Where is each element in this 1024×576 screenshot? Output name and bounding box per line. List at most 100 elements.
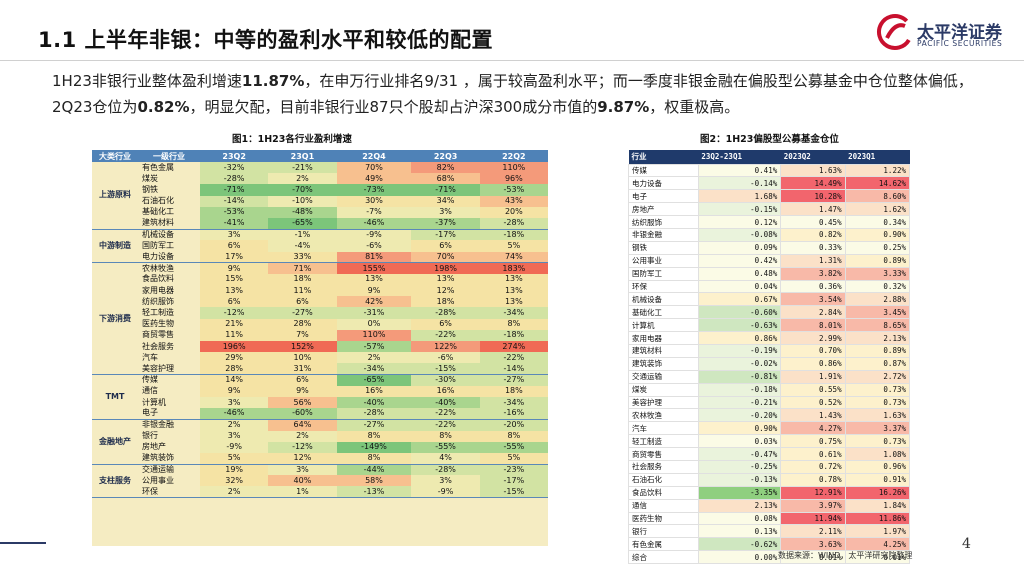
intro-highlight: 11.87% — [241, 72, 305, 90]
growth-cell: -4% — [268, 240, 337, 252]
position-cell: -0.15% — [697, 202, 782, 217]
growth-cell: 4% — [411, 452, 480, 465]
growth-cell: -28% — [479, 217, 548, 230]
position-cell: 0.01% — [844, 550, 911, 565]
growth-cell: 152% — [268, 341, 337, 353]
industry-name: 农林牧渔 — [142, 263, 174, 273]
table-row: TMT 传媒 14% 6% -65% -30% -27% — [92, 374, 548, 420]
position-cell: 0.67% — [697, 292, 782, 307]
growth-cell: 5% — [479, 240, 548, 252]
table-row: 商贸零售 -0.47% 0.61% 1.08% — [628, 447, 911, 461]
industry-name: 通信 — [142, 386, 158, 396]
position-cell: 11.86% — [844, 511, 911, 526]
table-row: 建筑装饰 -0.02% 0.86% 0.87% — [628, 356, 911, 371]
growth-cell: 3% — [200, 396, 269, 409]
industry-name: 纺织服饰 — [628, 215, 699, 229]
growth-cell: -28% — [336, 408, 412, 420]
growth-cell: 13% — [200, 285, 269, 297]
position-cell: -0.21% — [697, 395, 782, 410]
growth-cell: -46% — [336, 217, 412, 230]
table-row: 上游原料 有色金属 -32% -21% 70% 82% 110% — [92, 162, 548, 230]
table-row: 银行 0.13% 2.11% 1.97% — [628, 524, 911, 539]
position-cell: 0.87% — [844, 356, 911, 371]
table-row: 社会服务 -0.25% 0.72% 0.96% — [628, 459, 911, 474]
position-cell: 2.13% — [697, 498, 782, 513]
position-cell: -0.62% — [697, 537, 782, 552]
growth-cell: 110% — [336, 329, 412, 341]
growth-cell: -12% — [200, 307, 269, 319]
growth-cell: 40% — [268, 475, 337, 487]
industry-name: 钢铁 — [628, 240, 699, 255]
growth-cell: 81% — [336, 251, 412, 264]
industry-name: 有色金属 — [142, 162, 174, 172]
industry-name: 煤炭 — [628, 382, 699, 397]
table-row: 美容护理 28% 31% -34% -15% -14% — [92, 363, 548, 376]
page-number: 4 — [962, 536, 971, 552]
growth-cell: 2% — [268, 173, 337, 185]
growth-cell: 8% — [479, 318, 548, 330]
growth-cell: 11% — [200, 329, 269, 341]
industry-name: 环保 — [138, 486, 200, 499]
growth-cell: -15% — [479, 486, 548, 499]
industry-name: 公用事业 — [628, 253, 699, 268]
position-cell: 0.70% — [780, 343, 846, 358]
growth-cell: -9% — [411, 486, 480, 499]
logo-icon — [877, 14, 913, 50]
growth-cell: 20% — [479, 206, 548, 218]
growth-cell: 9% — [336, 285, 412, 297]
position-cell: 1.47% — [780, 202, 846, 217]
growth-cell: 5% — [200, 452, 269, 465]
industry-name: 传媒 — [142, 375, 158, 385]
growth-cell: 6% — [268, 374, 337, 386]
table-row: 银行 3% 2% 8% 8% 8% — [92, 430, 548, 442]
position-cell: 0.73% — [844, 434, 911, 449]
position-cell: 0.52% — [780, 395, 846, 410]
position-cell: 0.25% — [844, 240, 911, 255]
sector-group-label: 支柱服务 — [92, 464, 138, 499]
industry-name: 建筑装饰 — [628, 356, 699, 371]
growth-cell: -65% — [268, 217, 337, 230]
growth-cell: -53% — [200, 206, 269, 218]
growth-cell: 71% — [268, 262, 337, 274]
industry-name: 计算机 — [142, 397, 166, 407]
growth-cell: -18% — [479, 229, 548, 241]
position-cell: -0.25% — [697, 459, 782, 474]
growth-cell: 2% — [200, 486, 269, 499]
growth-cell: 10% — [268, 352, 337, 364]
industry-name: 医药生物 — [628, 511, 699, 526]
growth-cell: 12% — [268, 452, 337, 465]
column-header: 行业 — [628, 150, 699, 164]
sector-group-label: 中游制造 — [92, 229, 138, 264]
position-cell: 8.01% — [780, 318, 846, 333]
position-cell: 0.01% — [780, 550, 846, 565]
position-cell: 0.09% — [697, 240, 782, 255]
table-row: 汽车 0.90% 4.27% 3.37% — [628, 421, 911, 436]
position-cell: 8.65% — [844, 318, 911, 333]
position-cell: -0.63% — [697, 318, 782, 333]
table-row: 钢铁 -71% -70% -73% -71% -53% — [92, 184, 548, 196]
fund-position-table: 行业 23Q2-23Q1 2023Q2 2023Q1 传媒 0.41% 1.63% 1.22%… — [628, 150, 911, 565]
growth-cell: -31% — [336, 307, 412, 319]
industry-name: 计算机 — [628, 318, 699, 333]
table-row: 下游消费 农林牧渔 9% 71% 155% 198% 183% — [92, 262, 548, 376]
growth-cell: 8% — [336, 430, 412, 442]
industry-name: 交通运输 — [628, 369, 699, 384]
table-row: 电子 1.68% 10.28% 8.60% — [628, 189, 911, 204]
industry-name: 非银金融 — [142, 420, 174, 430]
intro-text: ，权重极高。 — [649, 98, 740, 116]
position-cell: -0.13% — [697, 472, 782, 487]
position-cell: -3.35% — [697, 485, 782, 500]
growth-cell: 3% — [200, 430, 269, 442]
position-cell: 0.04% — [697, 279, 782, 294]
growth-cell: -53% — [479, 184, 548, 196]
growth-cell: 34% — [411, 195, 480, 207]
data-source: 数据来源：WIND，太平洋研究院整理 — [778, 551, 913, 560]
position-cell: 16.26% — [844, 485, 911, 500]
table-row: 传媒 0.41% 1.63% 1.22% — [628, 163, 911, 178]
growth-cell: 5% — [479, 452, 548, 465]
table-row: 国防军工 0.48% 3.82% 3.33% — [628, 266, 911, 281]
growth-cell: 13% — [479, 296, 548, 308]
growth-cell: 17% — [200, 251, 269, 264]
column-header: 22Q4 — [336, 150, 412, 162]
table-row: 钢铁 0.09% 0.33% 0.25% — [628, 240, 911, 255]
